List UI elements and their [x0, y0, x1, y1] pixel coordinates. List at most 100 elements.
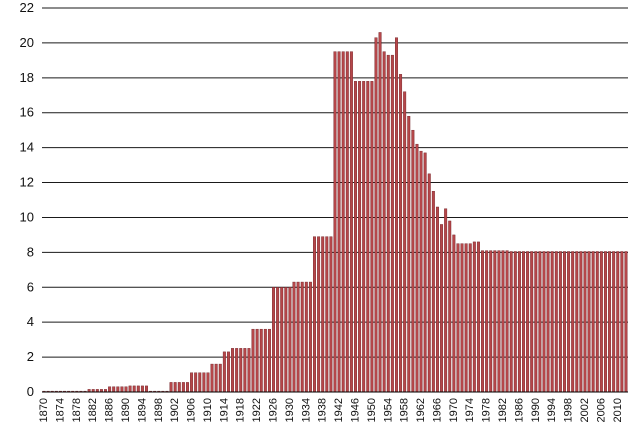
bar [517, 251, 521, 393]
bar [378, 32, 382, 393]
bar [399, 74, 403, 393]
x-tick-label: 1870 [38, 398, 50, 422]
bar [444, 208, 448, 393]
x-tick-label: 2010 [612, 398, 624, 422]
bar [226, 351, 230, 393]
bar [169, 382, 173, 393]
bar [243, 348, 247, 393]
bar [317, 236, 321, 393]
bar [337, 51, 341, 393]
bar [370, 81, 374, 393]
bar [612, 251, 616, 393]
bar [206, 372, 210, 393]
y-tick-label: 10 [20, 209, 34, 224]
y-tick-label: 0 [27, 384, 34, 399]
y-tick-label: 14 [20, 140, 34, 155]
bar [255, 328, 259, 393]
y-tick-label: 16 [20, 105, 34, 120]
bar [374, 37, 378, 393]
x-tick-label: 1894 [136, 398, 148, 422]
x-tick-label: 1958 [399, 398, 411, 422]
y-tick-label: 22 [20, 0, 34, 15]
bar [415, 143, 419, 393]
y-tick-label: 20 [20, 35, 34, 50]
bar [485, 250, 489, 393]
bar [112, 386, 116, 393]
bar [550, 251, 554, 393]
x-tick-label: 1926 [268, 398, 280, 422]
y-tick-label: 2 [27, 349, 34, 364]
x-tick-label: 1946 [349, 398, 361, 422]
x-tick-label: 1966 [431, 398, 443, 422]
bar [382, 51, 386, 393]
x-tick-label: 1886 [104, 398, 116, 422]
x-tick-label: 1918 [235, 398, 247, 422]
x-tick-label: 1898 [153, 398, 165, 422]
bar [542, 251, 546, 393]
bar [186, 382, 189, 393]
bar [349, 51, 353, 393]
bar [108, 386, 112, 393]
x-tick-label: 1994 [546, 398, 558, 422]
bar [456, 243, 460, 393]
bar [534, 251, 538, 393]
bar [304, 281, 308, 393]
bar [472, 241, 476, 393]
bar [276, 287, 280, 393]
bar [140, 385, 144, 393]
bar [595, 251, 599, 393]
x-tick-label: 1990 [530, 398, 542, 422]
bar [308, 281, 312, 393]
bar [464, 243, 468, 393]
bar [505, 250, 509, 393]
bar [194, 372, 198, 393]
bar [427, 173, 431, 393]
bar [173, 382, 177, 393]
x-tick-label: 1902 [169, 398, 181, 422]
bar [591, 251, 595, 393]
x-tick-label: 1938 [317, 398, 329, 422]
y-tick-label: 18 [20, 70, 34, 85]
bar [481, 250, 484, 393]
x-tick-label: 1986 [513, 398, 525, 422]
bar [423, 152, 427, 393]
bar [358, 81, 362, 393]
bar [509, 251, 513, 393]
bar [419, 150, 423, 393]
bar [259, 328, 263, 393]
bar [218, 363, 222, 393]
x-tick-label: 1982 [497, 398, 509, 422]
bar [214, 363, 218, 393]
bar [329, 236, 333, 393]
y-tick-label: 6 [27, 279, 34, 294]
bar [296, 281, 300, 393]
x-tick-label: 1950 [366, 398, 378, 422]
bar [177, 382, 181, 393]
bar [522, 251, 525, 393]
bar [476, 241, 480, 393]
x-tick-label: 1962 [415, 398, 427, 422]
bar [624, 251, 628, 393]
bar [435, 206, 439, 393]
bar [567, 251, 571, 393]
bar [145, 385, 148, 393]
bar [251, 328, 255, 393]
bar [288, 287, 292, 393]
bar [558, 251, 562, 393]
x-tick-label: 1974 [464, 398, 476, 422]
bar [452, 234, 456, 393]
bar [390, 54, 394, 393]
bar [587, 251, 591, 393]
bar [395, 37, 398, 393]
bar [263, 328, 267, 393]
bar [460, 243, 464, 393]
bar [116, 386, 120, 393]
x-tick-label: 1954 [382, 398, 394, 422]
bar [325, 236, 329, 393]
y-tick-label: 12 [20, 175, 34, 190]
bar [563, 251, 566, 393]
bar [124, 386, 128, 393]
x-tick-label: 1970 [448, 398, 460, 422]
bar [235, 348, 239, 393]
